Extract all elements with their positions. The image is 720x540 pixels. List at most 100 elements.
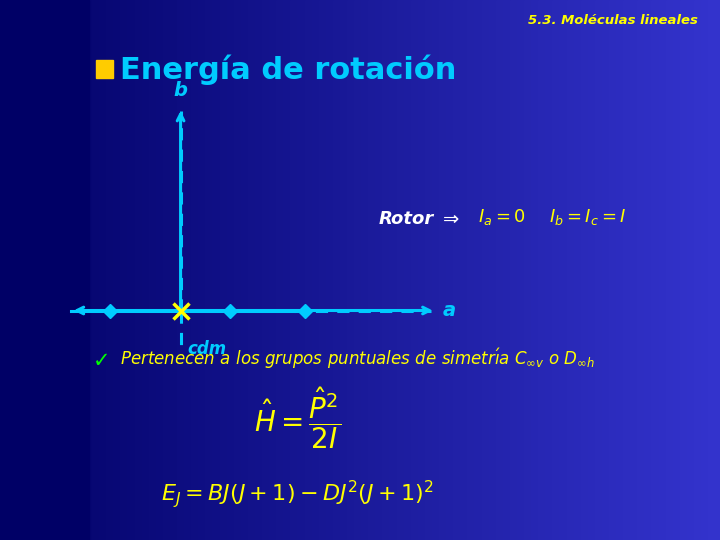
- Bar: [269, 0, 276, 540]
- Bar: [276, 0, 283, 540]
- Bar: [616, 0, 624, 540]
- Bar: [163, 0, 170, 540]
- Bar: [149, 0, 156, 540]
- Bar: [42, 0, 50, 540]
- Bar: [559, 0, 567, 540]
- Bar: [7, 0, 14, 540]
- Bar: [142, 0, 149, 540]
- Bar: [659, 0, 666, 540]
- Bar: [644, 0, 652, 540]
- Bar: [248, 0, 255, 540]
- Bar: [107, 0, 113, 540]
- Bar: [290, 0, 297, 540]
- Bar: [510, 0, 517, 540]
- Bar: [666, 0, 672, 540]
- Bar: [446, 0, 453, 540]
- Bar: [198, 0, 205, 540]
- Bar: [262, 0, 269, 540]
- Text: Energía de rotación: Energía de rotación: [120, 54, 456, 85]
- Bar: [283, 0, 290, 540]
- Bar: [205, 0, 212, 540]
- Bar: [64, 0, 71, 540]
- Bar: [453, 0, 460, 540]
- Bar: [672, 0, 680, 540]
- Bar: [687, 0, 694, 540]
- Bar: [595, 0, 602, 540]
- Bar: [347, 0, 354, 540]
- Bar: [234, 0, 240, 540]
- Text: b: b: [174, 81, 188, 100]
- Bar: [397, 0, 404, 540]
- Bar: [120, 0, 127, 540]
- Bar: [390, 0, 397, 540]
- Bar: [312, 0, 319, 540]
- Bar: [212, 0, 220, 540]
- Bar: [580, 0, 588, 540]
- Text: $E_J = BJ\left(J+1\right) - DJ^2\left(J+1\right)^2$: $E_J = BJ\left(J+1\right) - DJ^2\left(J+…: [161, 478, 433, 510]
- Bar: [637, 0, 644, 540]
- Text: a: a: [443, 301, 456, 320]
- Bar: [609, 0, 616, 540]
- Text: cdm: cdm: [188, 340, 227, 358]
- Bar: [495, 0, 503, 540]
- Bar: [354, 0, 361, 540]
- Bar: [418, 0, 425, 540]
- Bar: [255, 0, 262, 540]
- Bar: [227, 0, 234, 540]
- Bar: [113, 0, 120, 540]
- Bar: [588, 0, 595, 540]
- Bar: [680, 0, 687, 540]
- Bar: [574, 0, 580, 540]
- Bar: [531, 0, 538, 540]
- Bar: [382, 0, 390, 540]
- Bar: [333, 0, 340, 540]
- Bar: [503, 0, 510, 540]
- Text: $\Rightarrow$: $\Rightarrow$: [439, 209, 460, 228]
- Bar: [489, 0, 495, 540]
- Bar: [602, 0, 609, 540]
- Bar: [0, 0, 7, 540]
- Bar: [630, 0, 637, 540]
- Bar: [78, 0, 85, 540]
- Bar: [694, 0, 701, 540]
- Bar: [467, 0, 474, 540]
- Bar: [652, 0, 659, 540]
- Bar: [127, 0, 135, 540]
- Bar: [220, 0, 227, 540]
- Bar: [538, 0, 545, 540]
- Bar: [567, 0, 574, 540]
- Text: Rotor: Rotor: [379, 210, 434, 228]
- Bar: [474, 0, 482, 540]
- Bar: [340, 0, 347, 540]
- Text: $\checkmark$: $\checkmark$: [92, 349, 108, 369]
- Bar: [135, 0, 142, 540]
- Bar: [482, 0, 489, 540]
- Bar: [22, 0, 28, 540]
- Text: $\hat{H} = \dfrac{\hat{P}^2}{2I}$: $\hat{H} = \dfrac{\hat{P}^2}{2I}$: [254, 386, 341, 451]
- Bar: [85, 0, 92, 540]
- Bar: [35, 0, 42, 540]
- Bar: [240, 0, 248, 540]
- Bar: [99, 0, 107, 540]
- Bar: [404, 0, 410, 540]
- Bar: [177, 0, 184, 540]
- Text: $\mathit{Pertenecen\ a\ los\ grupos\ puntuales\ de\ simetr\acute{\i}a}$$\ C_{\in: $\mathit{Pertenecen\ a\ los\ grupos\ pun…: [120, 347, 595, 372]
- Bar: [368, 0, 375, 540]
- Bar: [552, 0, 559, 540]
- Bar: [425, 0, 432, 540]
- Bar: [361, 0, 368, 540]
- Bar: [701, 0, 708, 540]
- Bar: [184, 0, 192, 540]
- Bar: [545, 0, 552, 540]
- Bar: [319, 0, 325, 540]
- Bar: [0, 0, 89, 540]
- Bar: [432, 0, 439, 540]
- Bar: [325, 0, 333, 540]
- Bar: [192, 0, 198, 540]
- Bar: [71, 0, 78, 540]
- Bar: [410, 0, 418, 540]
- Bar: [305, 0, 312, 540]
- Bar: [297, 0, 305, 540]
- Bar: [624, 0, 630, 540]
- Text: 5.3. Moléculas lineales: 5.3. Moléculas lineales: [528, 14, 698, 26]
